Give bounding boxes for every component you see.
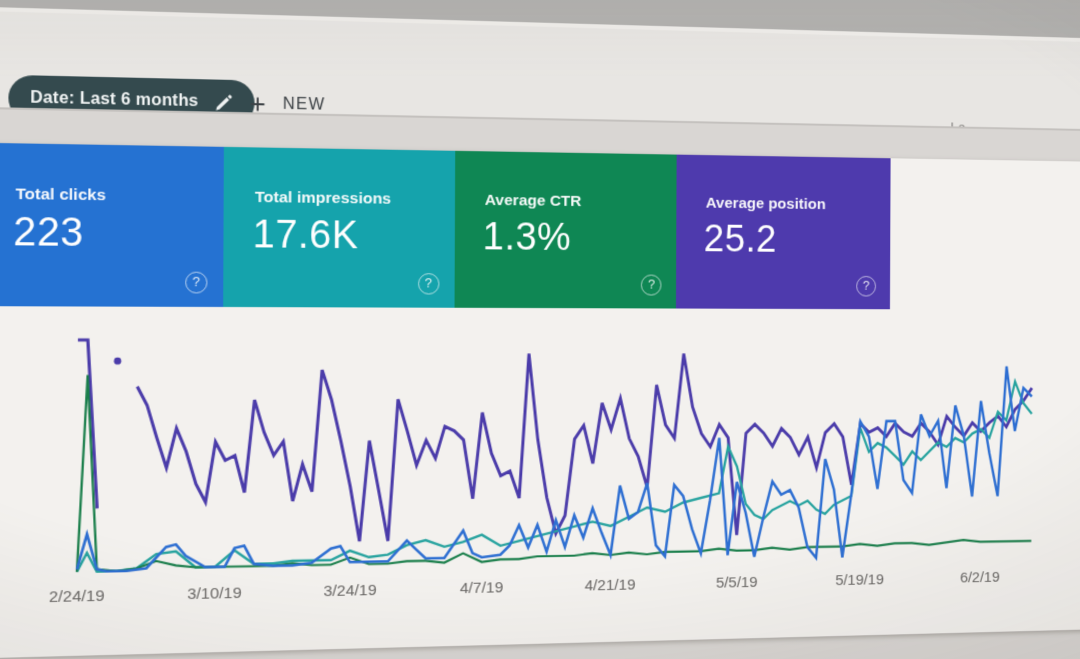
plus-icon (246, 93, 269, 116)
metric-card-title: Average position (705, 194, 826, 214)
x-axis-tick-label: 3/10/19 (187, 584, 242, 604)
performance-panel: Total clicks 223 ? Total impressions 17.… (0, 142, 1080, 659)
metric-card-value: 25.2 (703, 218, 777, 261)
metric-card-average-position[interactable]: Average position 25.2 ? (676, 154, 891, 310)
help-icon[interactable]: ? (417, 273, 439, 295)
metric-card-title: Average CTR (484, 191, 582, 211)
metric-cards-row: Total clicks 223 ? Total impressions 17.… (0, 142, 891, 310)
help-icon[interactable]: ? (641, 274, 662, 296)
x-axis-tick-label: 4/7/19 (459, 579, 504, 598)
metric-card-average-ctr[interactable]: Average CTR 1.3% ? (454, 150, 677, 309)
x-axis-tick-label: 2/24/19 (48, 587, 105, 607)
metric-card-total-impressions[interactable]: Total impressions 17.6K ? (222, 146, 455, 308)
edit-pencil-icon (213, 92, 233, 112)
metric-card-title: Total impressions (254, 188, 392, 208)
help-icon[interactable]: ? (184, 271, 208, 294)
metric-card-value: 17.6K (252, 213, 359, 258)
x-axis-tick-label: 5/5/19 (715, 573, 758, 592)
metric-card-total-clicks[interactable]: Total clicks 223 ? (0, 142, 224, 307)
date-filter-chip[interactable]: Date: Last 6 months (8, 74, 255, 126)
new-button-label: NEW (282, 95, 326, 114)
x-axis-tick-label: 3/24/19 (323, 581, 377, 601)
x-axis-tick-label: 6/2/19 (959, 569, 1000, 587)
metric-card-title: Total clicks (15, 185, 106, 205)
help-icon[interactable]: ? (856, 275, 877, 297)
x-axis-tick-label: 4/21/19 (584, 576, 636, 595)
metric-card-value: 1.3% (482, 215, 572, 260)
new-filter-button[interactable]: NEW (240, 86, 332, 123)
metric-card-value: 223 (13, 210, 84, 256)
x-axis-tick-label: 5/19/19 (835, 571, 885, 590)
performance-chart[interactable] (77, 335, 1041, 582)
filter-bar: type: Web Date: Last 6 months (0, 7, 1080, 136)
